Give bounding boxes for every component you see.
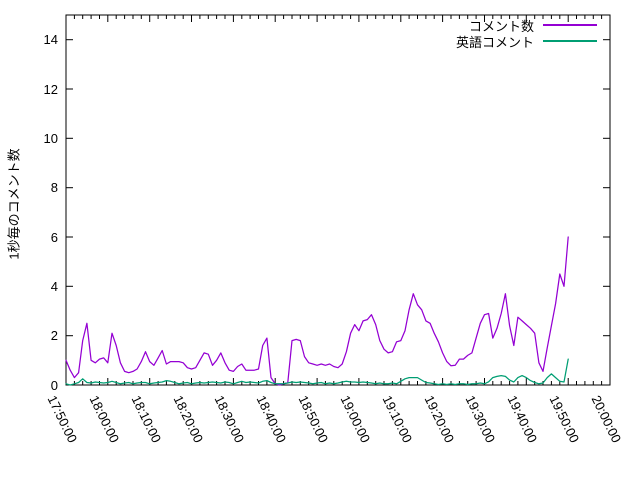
legend-entry-english-comments: 英語コメント [394, 33, 597, 50]
legend-line-comments [543, 24, 597, 26]
legend-label-english-comments: 英語コメント [455, 34, 534, 50]
legend-line-english-comments [543, 40, 597, 42]
y-tick-label: 14 [43, 32, 58, 48]
y-tick-label: 6 [50, 229, 58, 245]
y-tick-label: 10 [43, 130, 58, 146]
y-tick-label: 4 [50, 278, 58, 294]
y-tick-label: 12 [43, 81, 58, 97]
legend-entry-comments: コメント数 [394, 17, 597, 34]
plot-frame [65, 14, 611, 386]
legend-label-comments: コメント数 [468, 18, 534, 34]
y-tick-label: 8 [50, 180, 58, 196]
english-comments-series-line [65, 358, 569, 386]
legend: コメント数 英語コメント [394, 17, 597, 50]
y-tick-label: 0 [50, 377, 58, 393]
comments-series-line [65, 236, 569, 386]
y-tick-label: 2 [50, 328, 58, 344]
